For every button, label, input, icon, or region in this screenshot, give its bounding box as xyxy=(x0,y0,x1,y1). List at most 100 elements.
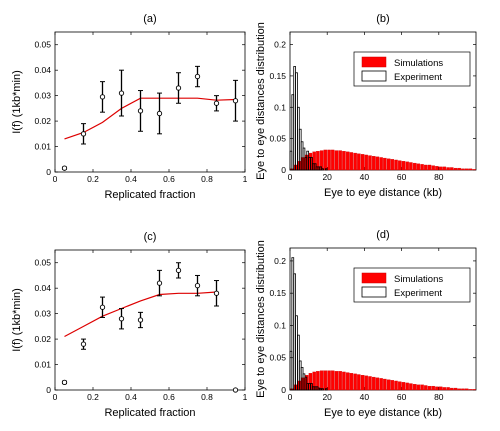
data-point xyxy=(232,387,239,393)
sim-bar xyxy=(319,370,324,391)
sim-bar xyxy=(368,376,372,391)
y-tick-label: 0.15 xyxy=(269,288,286,298)
data-point xyxy=(99,94,106,100)
x-tick-label: 40 xyxy=(360,172,370,182)
plot-frame xyxy=(54,31,246,173)
sim-bar xyxy=(349,152,354,171)
y-tick-label: 0.04 xyxy=(34,283,51,293)
x-tick-label: 0.6 xyxy=(163,174,175,184)
data-point xyxy=(137,108,144,114)
sim-bar xyxy=(342,151,346,171)
data-point xyxy=(80,341,87,347)
exp-bar xyxy=(324,168,328,171)
sim-bar xyxy=(379,378,383,391)
x-axis-label: Replicated fraction xyxy=(104,189,195,201)
panel-label: (d) xyxy=(376,229,389,241)
x-axis-label: Eye to eye distance (kb) xyxy=(324,187,442,199)
sim-bar xyxy=(420,164,424,171)
x-axis-label: Eye to eye distance (kb) xyxy=(324,407,442,419)
y-tick-label: 0.2 xyxy=(274,40,286,50)
x-tick-label: 0 xyxy=(288,392,293,402)
sim-bar xyxy=(438,386,443,391)
sim-bar xyxy=(323,370,328,391)
data-point xyxy=(194,73,201,80)
sim-bar xyxy=(412,384,417,391)
y-tick-label: 0.05 xyxy=(34,40,51,50)
data-point xyxy=(156,110,163,117)
legend-label-simulations: Simulations xyxy=(394,274,443,285)
legend-swatch-experiment xyxy=(361,70,387,82)
sim-bar xyxy=(405,382,409,391)
data-point xyxy=(156,280,163,286)
sim-bar xyxy=(401,382,406,391)
sim-bar xyxy=(435,386,439,391)
data-point xyxy=(61,165,68,171)
sim-bar xyxy=(468,168,473,171)
x-tick-label: 0.2 xyxy=(87,174,99,184)
data-point xyxy=(137,317,144,323)
sim-bar xyxy=(371,156,376,171)
sim-bar xyxy=(409,383,413,391)
y-tick-label: 0 xyxy=(281,385,286,395)
chart-panel-4: 0 20 40 60 80 0 0.05 0.1 0.15 0.2 (d) Eye to eye di… xyxy=(255,229,477,419)
sim-bar xyxy=(338,371,342,391)
sim-bar xyxy=(409,162,413,171)
sim-bar xyxy=(386,158,391,171)
sim-bar xyxy=(368,155,372,171)
sim-bar xyxy=(464,168,469,171)
sim-bar xyxy=(461,168,465,171)
x-tick-label: 0 xyxy=(288,172,293,182)
sim-bar xyxy=(342,371,346,391)
sim-bar xyxy=(412,162,417,171)
sim-bar xyxy=(427,385,432,391)
data-point xyxy=(118,90,125,96)
x-tick-label: 0.8 xyxy=(201,392,213,402)
chart-panel-1: 0 0.2 0.4 0.6 0.8 1 0 0.01 0.02 0.03 0.04 0.05 (a) Re… xyxy=(11,13,248,201)
sim-bar xyxy=(468,389,473,391)
sim-bar xyxy=(364,154,368,171)
sim-bar xyxy=(375,377,380,391)
sim-bar xyxy=(334,150,339,171)
y-tick-label: 0.03 xyxy=(34,91,51,101)
sim-bar xyxy=(345,151,350,171)
sim-bar xyxy=(424,385,428,391)
data-point xyxy=(118,316,125,322)
sim-bar xyxy=(453,167,458,171)
x-tick-label: 0.4 xyxy=(125,174,137,184)
sim-bar xyxy=(364,375,368,391)
y-axis-label: I(f) (1kb*min) xyxy=(11,288,23,352)
sim-bar xyxy=(446,387,450,391)
y-axis-label: Eye to eye distances distribution xyxy=(255,240,267,398)
sim-bar xyxy=(360,154,365,171)
exp-bar xyxy=(324,388,328,391)
sim-bar xyxy=(331,149,335,171)
legend-swatch-simulations xyxy=(361,56,387,68)
sim-bar xyxy=(353,152,357,171)
sim-bar xyxy=(401,161,406,171)
sim-bar xyxy=(394,159,398,171)
panel-label: (b) xyxy=(376,13,389,25)
data-point xyxy=(175,267,182,274)
x-tick-label: 20 xyxy=(322,172,332,182)
sim-bar xyxy=(357,374,361,391)
plot-frame xyxy=(289,247,477,391)
y-tick-label: 0.01 xyxy=(34,142,51,152)
data-point xyxy=(213,290,220,296)
sim-bar xyxy=(472,389,476,391)
sim-bar xyxy=(394,380,398,391)
sim-bar xyxy=(457,388,461,391)
y-tick-label: 0.05 xyxy=(269,134,286,144)
data-point xyxy=(194,282,201,289)
panel-label: (a) xyxy=(143,13,156,25)
sim-bar xyxy=(349,373,354,391)
sim-bar xyxy=(424,164,428,171)
sim-bar xyxy=(371,376,376,391)
y-tick-label: 0 xyxy=(281,165,286,175)
sim-bar xyxy=(416,384,421,391)
fit-curve xyxy=(64,97,236,140)
sim-bar xyxy=(438,166,443,171)
x-tick-label: 0.6 xyxy=(163,392,175,402)
sim-bar xyxy=(450,387,454,391)
sim-bar xyxy=(442,387,447,391)
